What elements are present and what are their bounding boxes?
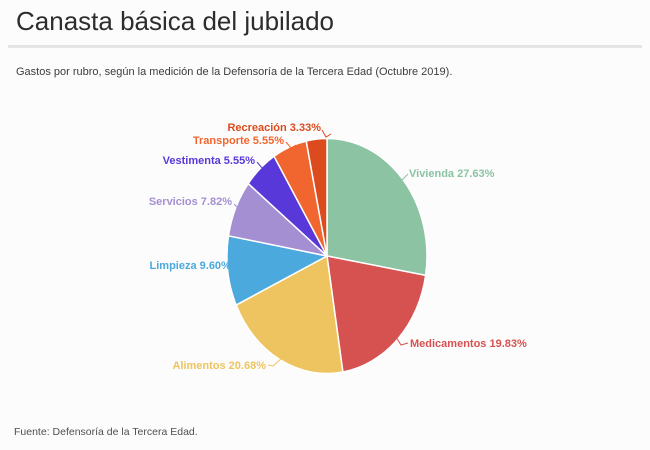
pie-label-recreacion: Recreación 3.33%: [227, 122, 321, 134]
label-leader-medicamentos: [395, 336, 409, 346]
label-leader-transporte: [285, 141, 297, 149]
pie-label-transporte: Transporte 5.55%: [193, 135, 284, 147]
pie-label-medicamentos: Medicamentos 19.83%: [410, 338, 527, 350]
label-leader-limpieza: [241, 268, 254, 274]
label-leader-vivienda: [396, 173, 409, 188]
pie-label-vestimenta: Vestimenta 5.55%: [163, 155, 256, 167]
label-leader-alimentos: [267, 357, 283, 367]
pie-label-vivienda: Vivienda 27.63%: [409, 168, 495, 180]
chart-title: Canasta básica del jubilado: [16, 6, 334, 36]
source-note: Fuente: Defensoría de la Tercera Edad.: [14, 426, 198, 438]
label-leader-servicios: [233, 203, 247, 211]
title-divider: [8, 45, 642, 48]
label-leader-recreacion: [321, 129, 332, 138]
pie-label-alimentos: Alimentos 20.68%: [172, 360, 266, 372]
pie-label-limpieza: Limpieza 9.60%...: [150, 260, 240, 272]
label-leader-vestimenta: [256, 161, 268, 169]
pie-slice-recreacion[interactable]: [305, 137, 328, 257]
chart-subtitle: Gastos por rubro, según la medición de l…: [16, 66, 453, 78]
pie-label-servicios: Servicios 7.82%: [149, 196, 232, 208]
pie-slice-vivienda[interactable]: [326, 137, 428, 277]
pie-slice-medicamentos[interactable]: [326, 255, 427, 373]
